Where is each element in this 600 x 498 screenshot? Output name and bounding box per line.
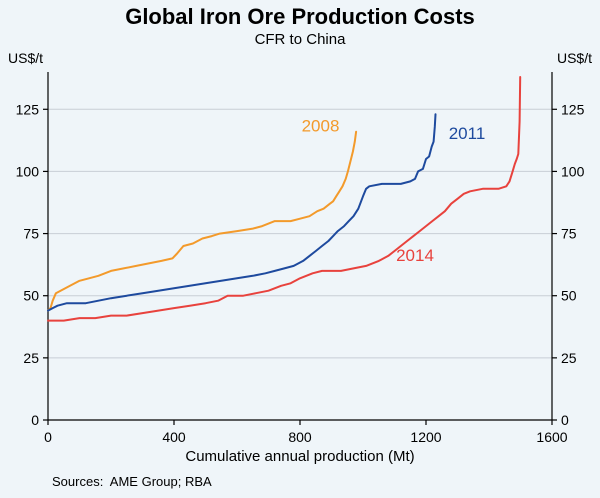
y-tick-label-right: 0 bbox=[561, 412, 569, 428]
x-tick-label: 1200 bbox=[410, 429, 441, 445]
y-tick-label-left: 75 bbox=[23, 226, 39, 242]
sources-note: Sources: AME Group; RBA bbox=[52, 474, 212, 489]
series-line-2011 bbox=[47, 113, 437, 312]
y-tick-label-left: 25 bbox=[23, 350, 39, 366]
y-axis-unit-right: US$/t bbox=[556, 50, 592, 66]
y-tick-label-right: 100 bbox=[561, 163, 585, 179]
series-line-2008 bbox=[47, 130, 358, 312]
y-tick-label-right: 125 bbox=[561, 101, 585, 117]
series-label-2014: 2014 bbox=[396, 246, 434, 265]
series-label-2011: 2011 bbox=[449, 124, 486, 143]
chart-title: Global Iron Ore Production Costs bbox=[125, 4, 475, 29]
x-tick-label: 0 bbox=[44, 429, 52, 445]
series-label-2008: 2008 bbox=[302, 117, 340, 136]
y-tick-label-left: 100 bbox=[16, 163, 40, 179]
y-tick-label-left: 50 bbox=[23, 288, 39, 304]
x-tick-label: 400 bbox=[162, 429, 186, 445]
y-tick-label-right: 75 bbox=[561, 226, 577, 242]
y-axis-unit-left: US$/t bbox=[8, 50, 44, 66]
y-tick-label-left: 0 bbox=[31, 412, 39, 428]
x-tick-label: 800 bbox=[288, 429, 312, 445]
y-tick-label-right: 25 bbox=[561, 350, 577, 366]
y-tick-label-left: 125 bbox=[16, 101, 40, 117]
chart-subtitle: CFR to China bbox=[254, 31, 346, 48]
series-line-2014 bbox=[47, 76, 522, 322]
x-tick-label: 1600 bbox=[536, 429, 567, 445]
x-axis-label: Cumulative annual production (Mt) bbox=[185, 448, 415, 465]
y-tick-label-right: 50 bbox=[561, 288, 577, 304]
